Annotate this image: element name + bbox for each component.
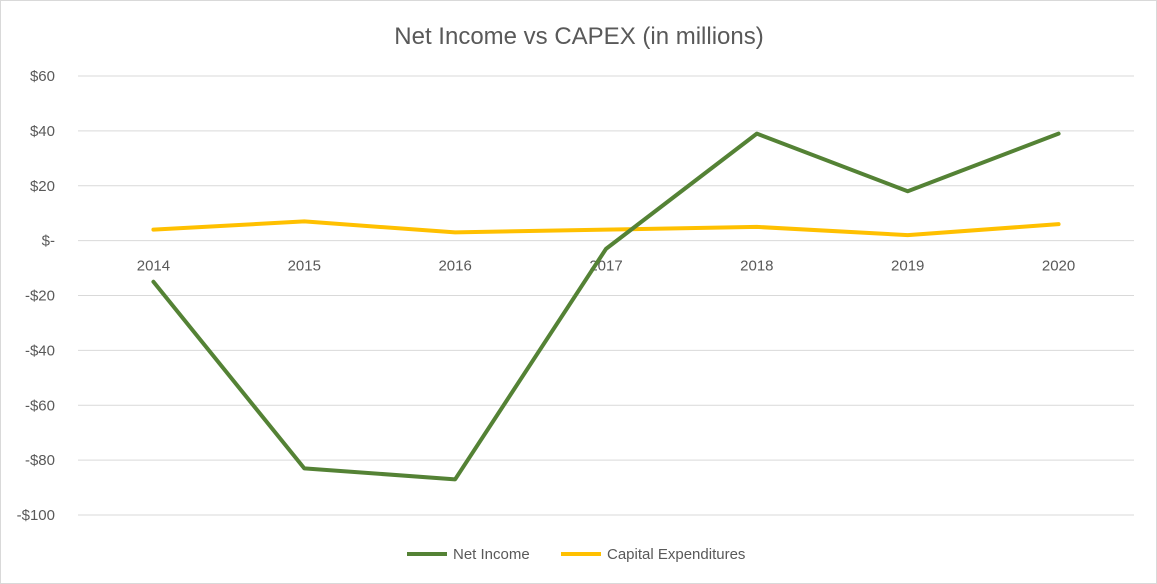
x-axis-tick-labels: 2014 2015 2016 2017 2018 2019 2020 [137,258,1076,275]
y-tick-label: -$20 [25,288,55,305]
y-tick-label: -$80 [25,452,55,469]
x-tick-label: 2018 [740,258,773,275]
y-tick-label: -$60 [25,397,55,414]
y-axis-tick-labels: $60 $40 $20 $- -$20 -$40 -$60 -$80 -$100 [17,68,55,524]
series-lines [151,131,1061,482]
x-tick-label: 2016 [438,258,471,275]
y-tick-label: $60 [30,68,55,85]
series-line-net-income [151,131,1061,482]
y-tick-label: $40 [30,123,55,140]
y-tick-label: $20 [30,178,55,195]
legend-label: Capital Expenditures [607,546,745,563]
y-tick-label: -$100 [17,507,55,524]
x-tick-label: 2015 [288,258,321,275]
x-tick-label: 2014 [137,258,170,275]
gridlines [78,75,1134,516]
legend: Net Income Capital Expenditures [407,546,745,563]
legend-label: Net Income [453,546,530,563]
x-tick-label: 2019 [891,258,924,275]
y-tick-label: -$40 [25,342,55,359]
series-line-capital-expenditures [151,219,1061,238]
y-tick-label: $- [42,233,55,250]
chart-title: Net Income vs CAPEX (in millions) [394,23,763,50]
x-tick-label: 2020 [1042,258,1075,275]
